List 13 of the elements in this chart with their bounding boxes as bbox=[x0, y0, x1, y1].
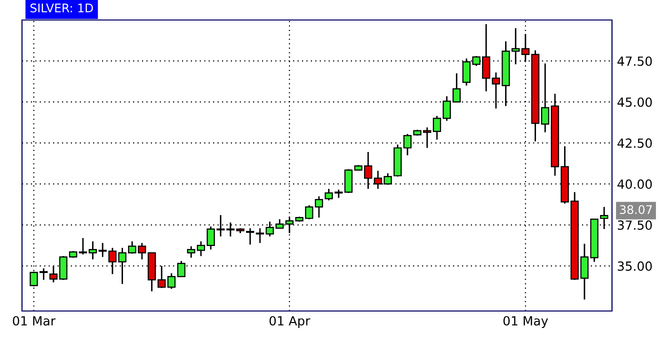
y-tick-label: 45.00 bbox=[617, 97, 652, 107]
y-tick-label: 40.00 bbox=[617, 179, 652, 189]
text: 38.07 bbox=[620, 205, 652, 214]
y-tick-label: 42.50 bbox=[617, 138, 652, 148]
y-tick-label: 37.50 bbox=[618, 220, 652, 230]
chart-title: SILVER: 1D bbox=[30, 3, 93, 12]
y-tick-label: 47.50 bbox=[617, 56, 652, 66]
x-tick-label: 01 May bbox=[503, 316, 548, 328]
x-tick-label: 01 Mar bbox=[12, 316, 56, 326]
candlestick bbox=[246, 228, 254, 246]
y-tick-label: 35.00 bbox=[618, 261, 652, 271]
candlestick bbox=[187, 246, 196, 258]
x-tick-label: 01 Apr bbox=[270, 316, 310, 328]
